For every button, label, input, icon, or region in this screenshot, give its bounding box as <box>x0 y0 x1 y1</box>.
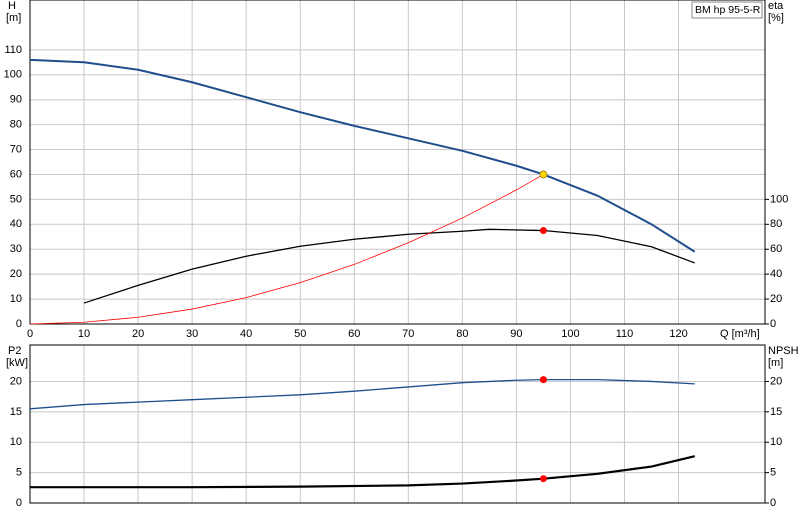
y-label: H <box>8 0 16 12</box>
duty-point <box>539 475 547 483</box>
x-tick-label: 80 <box>456 328 468 340</box>
y2-tick-label: 100 <box>770 193 788 205</box>
y-tick-label: 15 <box>10 406 22 418</box>
y2-tick-label: 20 <box>770 375 782 387</box>
y2-unit: [%] <box>768 12 784 24</box>
x-tick-label: 70 <box>402 328 414 340</box>
duty-point <box>539 227 547 235</box>
curve <box>29 174 544 325</box>
y2-tick-label: 0 <box>770 318 776 330</box>
x-tick-label: 60 <box>348 328 360 340</box>
y-unit: [kW] <box>6 357 28 369</box>
y2-tick-label: 5 <box>770 467 776 479</box>
x-tick-label: 120 <box>669 328 687 340</box>
x-tick-label: 50 <box>294 328 306 340</box>
y-tick-label: 110 <box>4 44 22 56</box>
y-tick-label: 60 <box>10 168 22 180</box>
y-tick-label: 20 <box>10 268 22 280</box>
y2-unit: [m] <box>768 357 783 369</box>
y2-tick-label: 80 <box>770 218 782 230</box>
x-label: Q [m³/h] <box>720 328 760 340</box>
x-tick-label: 30 <box>186 328 198 340</box>
y2-tick-label: 10 <box>770 436 782 448</box>
x-tick-label: 20 <box>132 328 144 340</box>
y-tick-label: 50 <box>10 193 22 205</box>
x-tick-label: 40 <box>240 328 252 340</box>
y-tick-label: 10 <box>10 293 22 305</box>
y-tick-label: 0 <box>16 497 22 509</box>
y-unit: [m] <box>6 12 21 24</box>
x-tick-label: 0 <box>27 328 33 340</box>
y2-label: NPSH <box>768 345 799 357</box>
y2-tick-label: 40 <box>770 268 782 280</box>
x-tick-label: 90 <box>510 328 522 340</box>
y2-tick-label: 60 <box>770 243 782 255</box>
y-tick-label: 80 <box>10 119 22 131</box>
y-tick-label: 0 <box>16 318 22 330</box>
duty-point <box>539 376 547 384</box>
y-tick-label: 100 <box>4 69 22 81</box>
duty-point <box>539 170 548 179</box>
x-tick-label: 110 <box>616 328 634 340</box>
y-tick-label: 70 <box>10 143 22 155</box>
curve <box>30 455 695 489</box>
y-tick-label: 10 <box>10 436 22 448</box>
chart-title: BM hp 95-5-R <box>695 4 761 16</box>
y2-label: eta <box>768 0 784 12</box>
y-tick-label: 30 <box>10 243 22 255</box>
x-tick-label: 10 <box>78 328 90 340</box>
y-tick-label: 5 <box>16 467 22 479</box>
y-tick-label: 90 <box>10 94 22 106</box>
title-box <box>691 1 763 19</box>
curve <box>29 378 695 410</box>
curve <box>29 58 696 253</box>
x-tick-label: 100 <box>561 328 579 340</box>
y-tick-label: 20 <box>10 375 22 387</box>
y-tick-label: 40 <box>10 218 22 230</box>
y2-tick-label: 15 <box>770 406 782 418</box>
curve <box>83 228 695 304</box>
plot-frame <box>29 344 766 504</box>
y2-tick-label: 0 <box>770 497 776 509</box>
plot-frame <box>29 0 766 325</box>
y-label: P2 <box>8 345 21 357</box>
y2-tick-label: 20 <box>770 293 782 305</box>
